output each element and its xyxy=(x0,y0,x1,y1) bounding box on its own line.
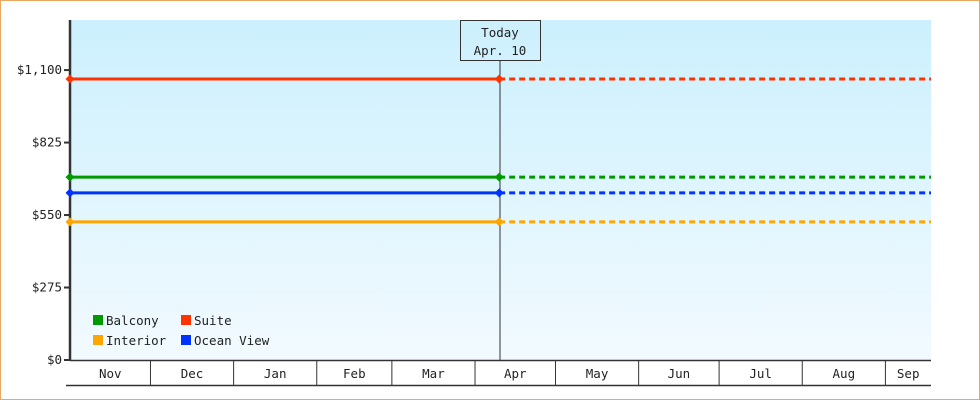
x-tick-label: Mar xyxy=(422,366,445,381)
series-suite xyxy=(65,74,931,84)
data-point[interactable] xyxy=(494,188,504,198)
data-point[interactable] xyxy=(65,217,75,227)
today-date: Apr. 10 xyxy=(474,43,527,58)
data-point[interactable] xyxy=(494,172,504,182)
legend-item[interactable]: Balcony xyxy=(93,313,159,328)
x-tick-label: Dec xyxy=(181,366,204,381)
legend-label: Interior xyxy=(106,333,167,348)
series-interior xyxy=(65,217,931,227)
series-group xyxy=(65,74,931,227)
legend-item[interactable]: Interior xyxy=(93,333,167,348)
legend-swatch xyxy=(93,335,103,345)
legend-swatch xyxy=(181,315,191,325)
legend-label: Ocean View xyxy=(194,333,270,348)
legend-label: Balcony xyxy=(106,313,159,328)
x-tick-label: Sep xyxy=(897,366,920,381)
y-tick-label: $550 xyxy=(32,207,62,222)
data-point[interactable] xyxy=(65,172,75,182)
x-tick-label: Nov xyxy=(99,366,122,381)
data-point[interactable] xyxy=(494,74,504,84)
legend-label: Suite xyxy=(194,313,232,328)
x-axis: Nov Dec Jan Feb Mar Apr May Jun Jul Aug Sep xyxy=(66,359,931,387)
data-point[interactable] xyxy=(494,217,504,227)
legend-item[interactable]: Ocean View xyxy=(181,333,270,348)
series-balcony xyxy=(65,172,931,182)
y-tick-label: $1,100 xyxy=(17,62,62,77)
data-point[interactable] xyxy=(65,188,75,198)
x-tick-label: Jan xyxy=(264,366,287,381)
x-tick-label: Jul xyxy=(749,366,772,381)
legend: Balcony Suite Interior Ocean View xyxy=(93,313,270,348)
legend-swatch xyxy=(181,335,191,345)
x-tick-label: Apr xyxy=(504,366,527,381)
x-tick-label: May xyxy=(586,366,609,381)
y-tick-label: $0 xyxy=(47,352,62,367)
legend-item[interactable]: Suite xyxy=(181,313,232,328)
y-tick-label: $825 xyxy=(32,135,62,150)
x-tick-label: Jun xyxy=(668,366,691,381)
series-ocean-view xyxy=(65,188,931,198)
y-axis: $0 $275 $550 $825 $1,100 xyxy=(17,20,72,367)
today-label: Today xyxy=(481,25,519,40)
y-tick-label: $275 xyxy=(32,280,62,295)
data-point[interactable] xyxy=(65,74,75,84)
today-marker: Today Apr. 10 xyxy=(460,20,541,360)
today-box xyxy=(460,20,541,61)
x-tick-label: Aug xyxy=(833,366,856,381)
x-tick-label: Feb xyxy=(343,366,366,381)
legend-swatch xyxy=(93,315,103,325)
